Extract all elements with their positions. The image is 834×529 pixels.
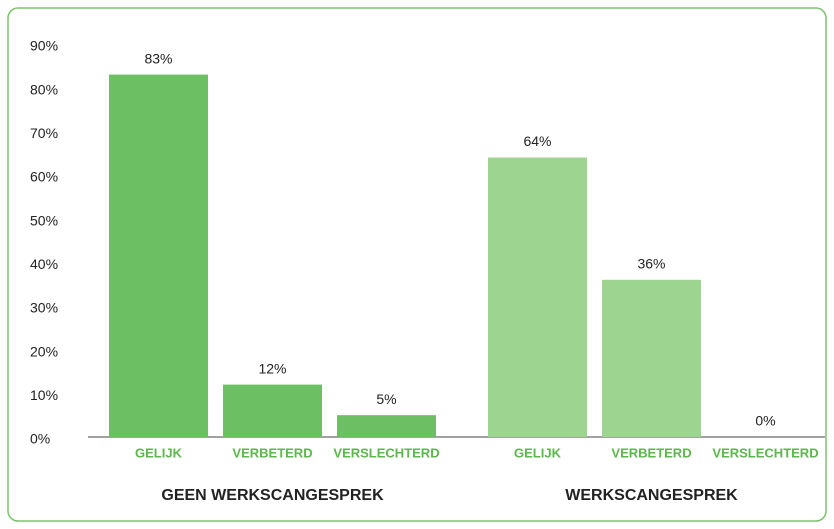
value-label: 5% [376,391,396,407]
bar [488,157,587,438]
value-label: 64% [523,133,551,149]
bar [337,415,436,437]
y-tick-label: 40% [30,256,58,272]
group-label: GEEN WERKSCANGESPREK [161,487,384,504]
y-tick-label: 10% [30,387,58,403]
y-tick-label: 20% [30,343,58,359]
y-tick-label: 30% [30,300,58,316]
bar [223,384,322,437]
y-tick-label: 50% [30,212,58,228]
y-tick-label: 90% [30,38,58,54]
x-tick-label: GELIJK [514,445,562,460]
y-tick-label: 0% [30,431,50,447]
y-tick-label: 60% [30,169,58,185]
value-label: 83% [144,50,172,66]
value-label: 0% [755,413,775,429]
group-label: WERKSCANGESPREK [565,487,738,504]
y-tick-label: 70% [30,125,58,141]
x-tick-label: VERBETERD [232,445,312,460]
value-label: 36% [637,256,665,272]
value-label: 12% [258,360,286,376]
x-tick-label: GELIJK [135,445,183,460]
x-tick-label: VERBETERD [611,445,691,460]
y-tick-label: 80% [30,81,58,97]
bar [602,279,701,437]
x-tick-label: VERSLECHTERD [333,445,439,460]
x-tick-label: VERSLECHTERD [712,445,818,460]
bar [109,74,208,438]
